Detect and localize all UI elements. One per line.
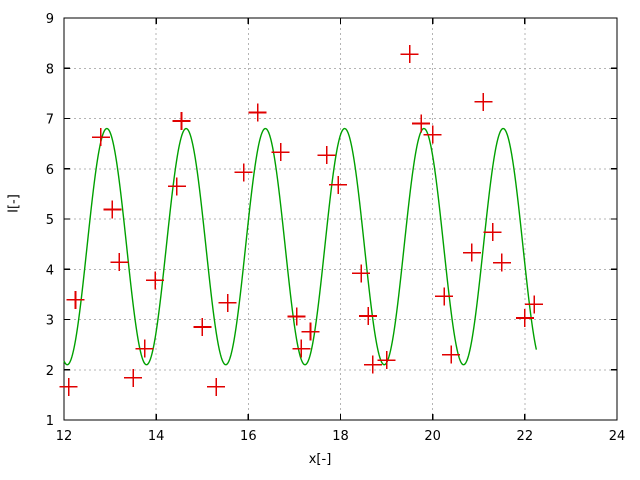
svg-text:24: 24 <box>609 429 626 444</box>
svg-text:22: 22 <box>517 429 534 444</box>
svg-text:14: 14 <box>148 429 165 444</box>
x-axis-label: x[-] <box>308 452 332 467</box>
svg-text:4: 4 <box>46 263 54 278</box>
svg-text:7: 7 <box>46 113 54 128</box>
svg-text:8: 8 <box>46 62 54 77</box>
y-axis-label: I[-] <box>6 194 22 213</box>
svg-text:1: 1 <box>46 414 54 429</box>
svg-text:5: 5 <box>46 213 54 228</box>
svg-text:9: 9 <box>46 12 54 27</box>
svg-text:12: 12 <box>56 429 73 444</box>
svg-text:16: 16 <box>240 429 257 444</box>
svg-text:2: 2 <box>46 364 54 379</box>
data-point-markers <box>59 45 544 396</box>
grid-lines <box>64 18 617 420</box>
svg-text:6: 6 <box>46 163 54 178</box>
fitted-sine-curve <box>63 127 538 366</box>
y-axis-label-container: I[-] <box>2 0 26 480</box>
svg-text:3: 3 <box>46 314 54 329</box>
axis-ticks <box>63 17 618 421</box>
svg-text:20: 20 <box>424 429 441 444</box>
svg-text:18: 18 <box>332 429 349 444</box>
